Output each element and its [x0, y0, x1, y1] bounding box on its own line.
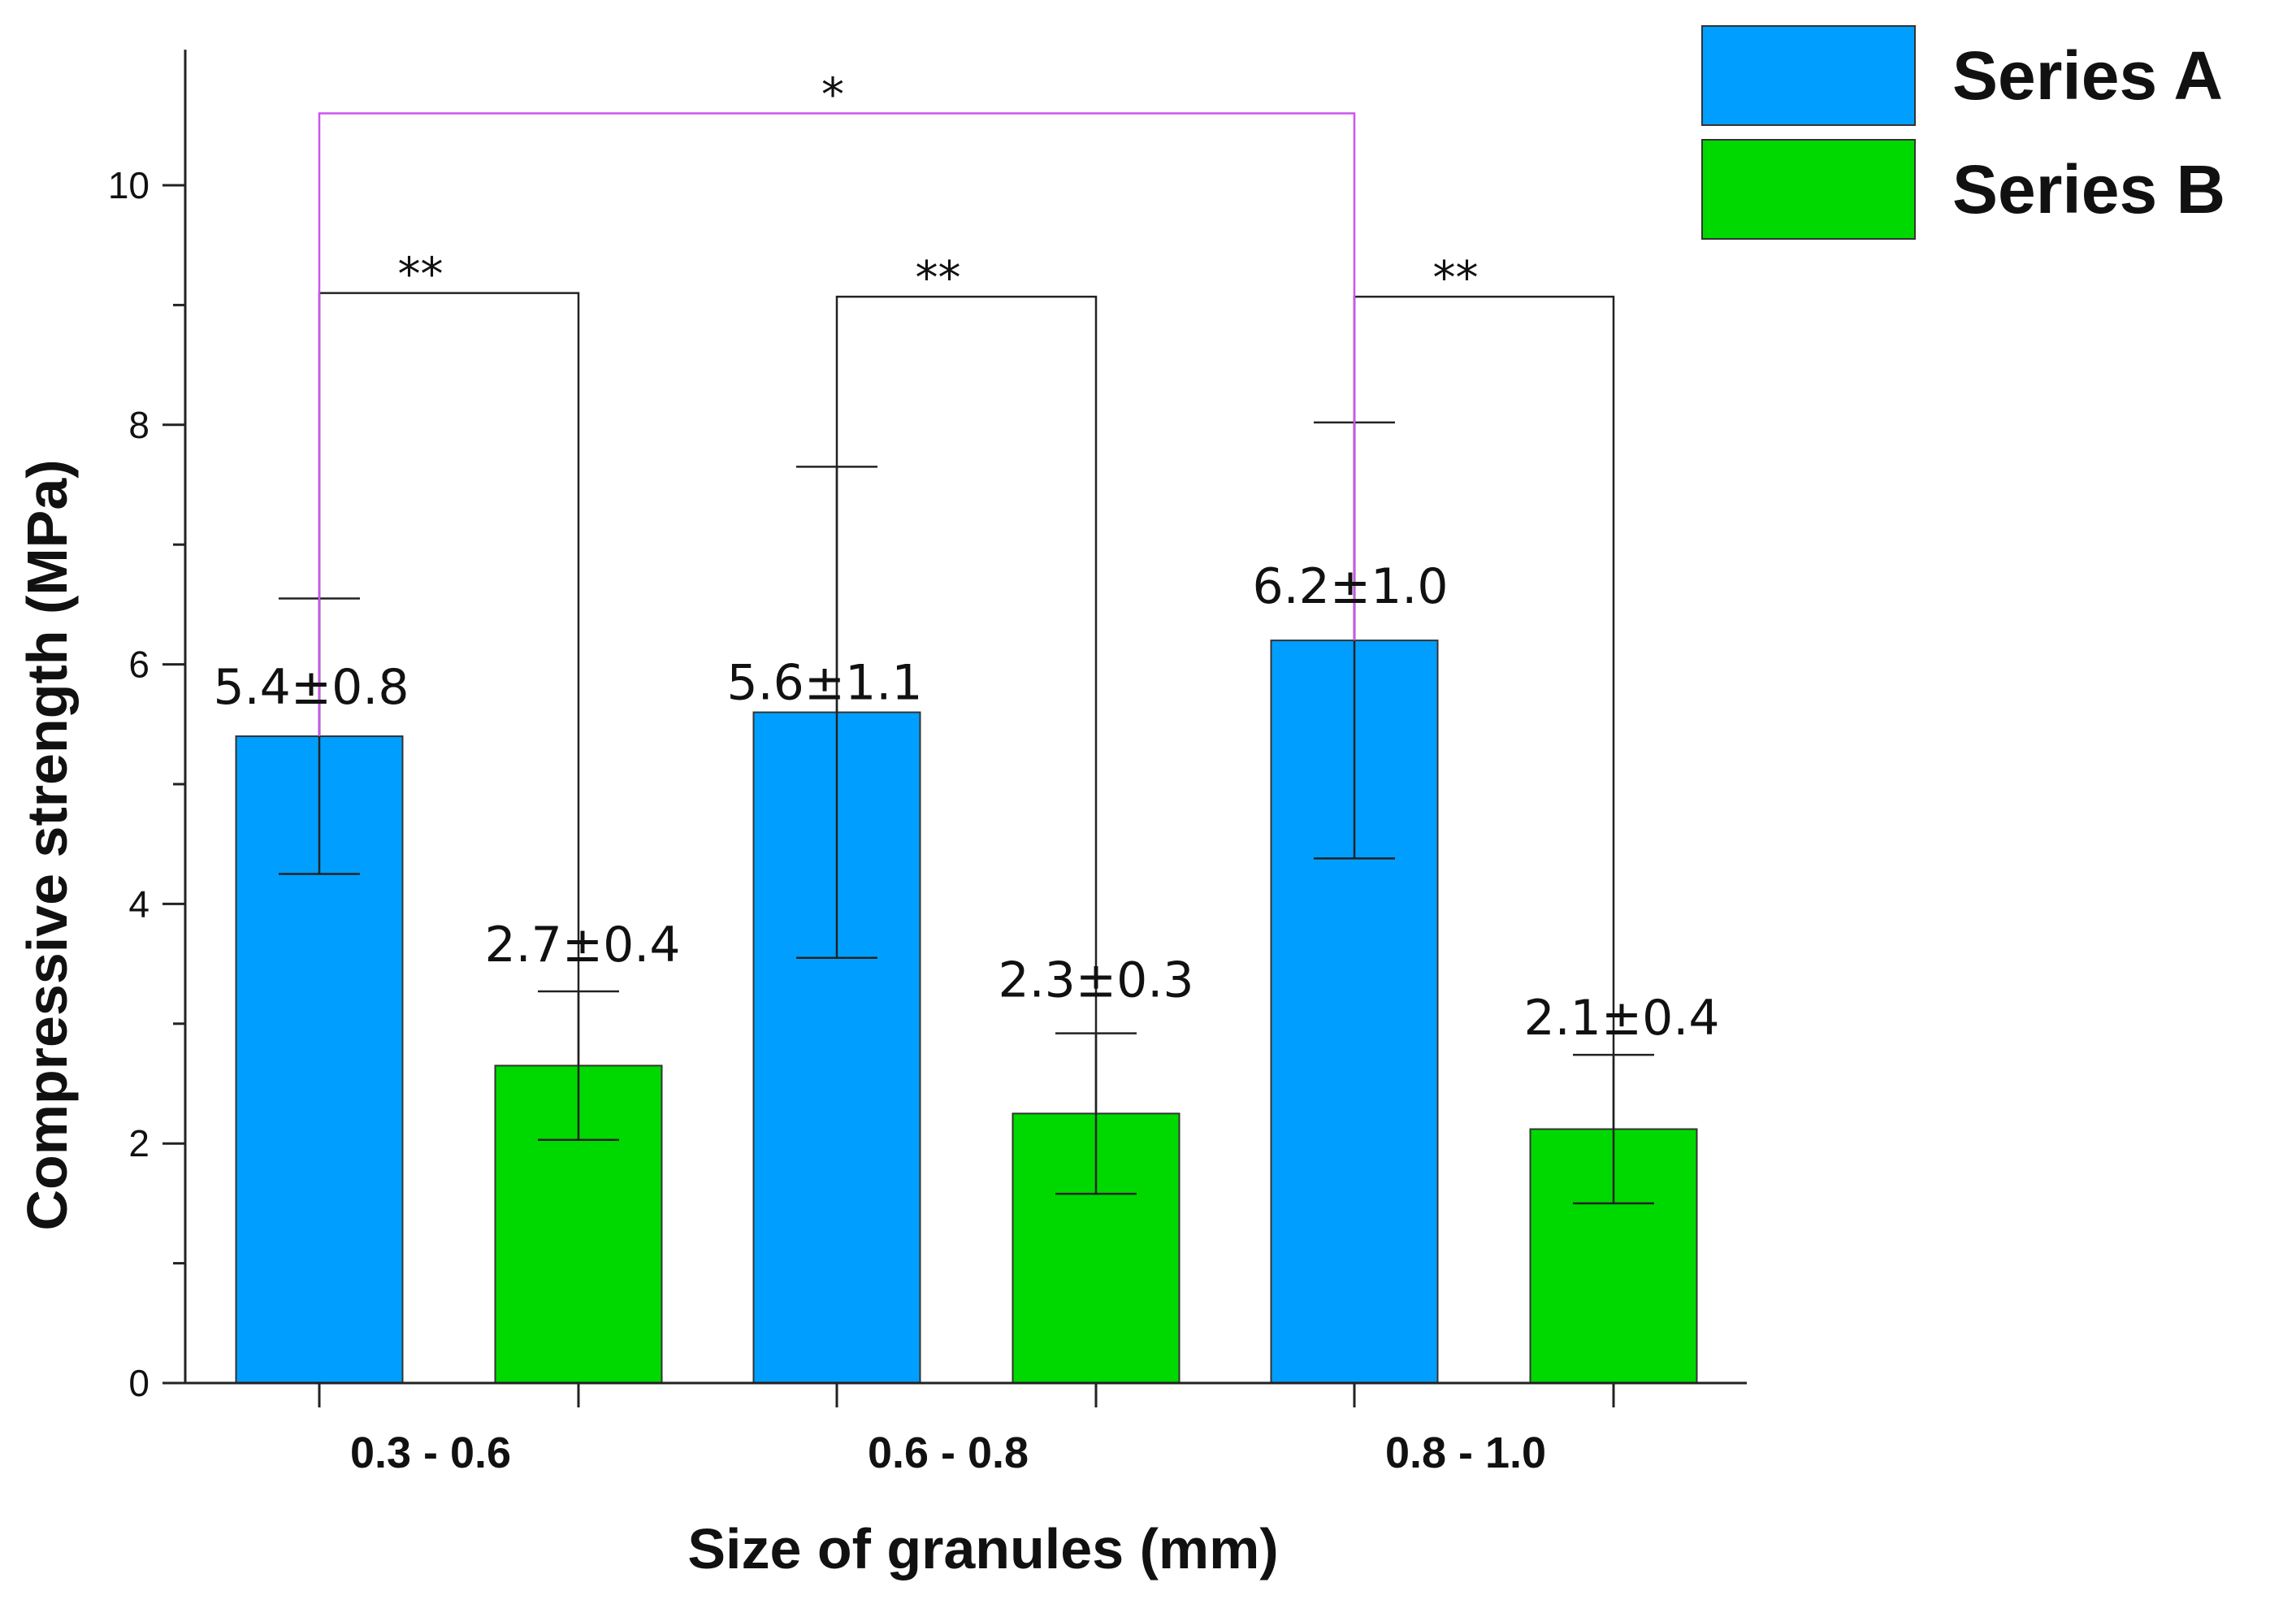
legend-label-series-2: Series B: [1952, 151, 2225, 228]
y-tick-label: 0: [128, 1362, 149, 1404]
axes: 0 2 4 6 8 10 0.3 - 0.6 0.6 - 0.8 0.8 - 1.0: [108, 50, 1747, 1477]
y-tick-label: 6: [128, 644, 149, 686]
y-tick-label: 8: [128, 404, 149, 446]
x-tick-label: 0.8 - 1.0: [1385, 1429, 1546, 1477]
data-label-series-1-cat-2: 5.6±1.1: [726, 655, 922, 712]
data-label-series-2-cat-1: 2.7±0.4: [484, 917, 680, 973]
y-tick-label: 2: [128, 1122, 149, 1164]
significance-label-1: **: [398, 249, 444, 301]
significance-label-2: **: [916, 252, 961, 305]
legend-label-series-1: Series A: [1952, 37, 2223, 114]
significance-label-3: **: [1433, 252, 1479, 305]
significance-label-4: *: [821, 69, 844, 122]
x-tick-label: 0.6 - 0.8: [868, 1429, 1029, 1477]
legend-swatch-series-2: [1701, 139, 1916, 240]
x-tick-label: 0.3 - 0.6: [350, 1429, 511, 1477]
legend-swatch-series-1: [1701, 25, 1916, 126]
plot-area: ** ** ***5.4±0.8 5.6±1.16.2±1.02.7±0.42.3±0…: [213, 69, 1720, 1384]
significance-bracket-line: [835, 295, 1098, 1114]
data-label-series-2-cat-3: 2.1±0.4: [1523, 990, 1719, 1047]
legend: Series A Series B: [1701, 25, 2225, 240]
data-label-series-1-cat-3: 6.2±1.0: [1252, 558, 1448, 615]
significance-bracket-2: [835, 295, 1098, 1114]
y-tick-label: 4: [128, 882, 149, 925]
significance-bracket-4: [318, 112, 1356, 737]
y-axis-title: Compressive strength (MPa): [15, 459, 79, 1230]
x-axis-title: Size of granules (mm): [687, 1517, 1278, 1580]
y-tick-label: 10: [108, 164, 149, 206]
data-label-series-1-cat-1: 5.4±0.8: [213, 659, 409, 716]
significance-bracket-line: [318, 112, 1356, 737]
data-label-series-2-cat-2: 2.3±0.3: [998, 952, 1193, 1009]
